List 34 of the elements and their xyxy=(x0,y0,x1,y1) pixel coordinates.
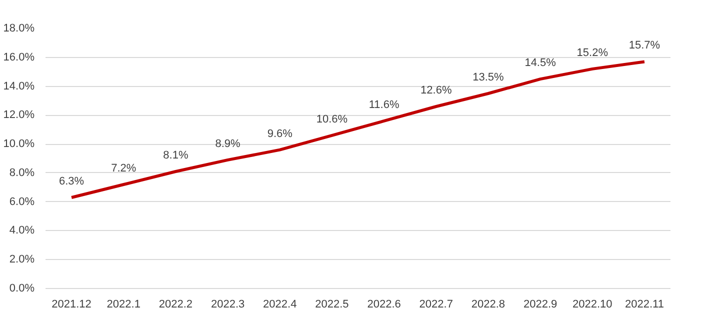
data-label: 8.1% xyxy=(163,150,188,162)
x-tick-label: 2022.11 xyxy=(624,298,664,310)
data-label: 14.5% xyxy=(524,57,556,70)
data-label: 11.6% xyxy=(368,98,400,111)
data-label: 12.6% xyxy=(420,84,452,96)
y-tick-label: 4.0% xyxy=(9,224,35,237)
x-tick-label: 2022.7 xyxy=(419,298,453,310)
data-label: 13.5% xyxy=(472,72,504,84)
x-tick-label: 2022.9 xyxy=(523,298,558,310)
x-tick-label: 2022.6 xyxy=(367,298,401,310)
y-tick-label: 6.0% xyxy=(9,196,35,208)
x-tick-label: 2022.4 xyxy=(263,298,297,310)
data-label: 9.6% xyxy=(267,128,293,140)
x-tick-label: 2022.2 xyxy=(158,298,193,310)
y-tick-label: 8.0% xyxy=(9,166,35,179)
x-tick-label: 2021.12 xyxy=(52,298,92,310)
y-tick-label: 14.0% xyxy=(3,80,35,92)
x-tick-label: 2022.5 xyxy=(315,298,349,310)
data-label: 7.2% xyxy=(111,162,136,174)
y-tick-label: 12.0% xyxy=(3,109,35,122)
data-label: 15.7% xyxy=(628,40,660,52)
y-tick-label: 0.0% xyxy=(9,282,35,294)
data-label: 6.3% xyxy=(59,176,84,188)
y-tick-label: 16.0% xyxy=(3,51,35,64)
x-tick-label: 2022.3 xyxy=(210,298,245,310)
data-label: 10.6% xyxy=(316,113,348,126)
y-tick-label: 10.0% xyxy=(3,138,35,150)
data-label: 15.2% xyxy=(576,46,608,59)
y-tick-label: 18.0% xyxy=(3,22,35,34)
x-tick-label: 2022.10 xyxy=(572,298,612,310)
data-label: 8.9% xyxy=(215,138,241,150)
x-tick-label: 2022.1 xyxy=(106,298,140,310)
x-tick-label: 2022.8 xyxy=(471,298,506,310)
y-tick-label: 2.0% xyxy=(9,254,35,266)
